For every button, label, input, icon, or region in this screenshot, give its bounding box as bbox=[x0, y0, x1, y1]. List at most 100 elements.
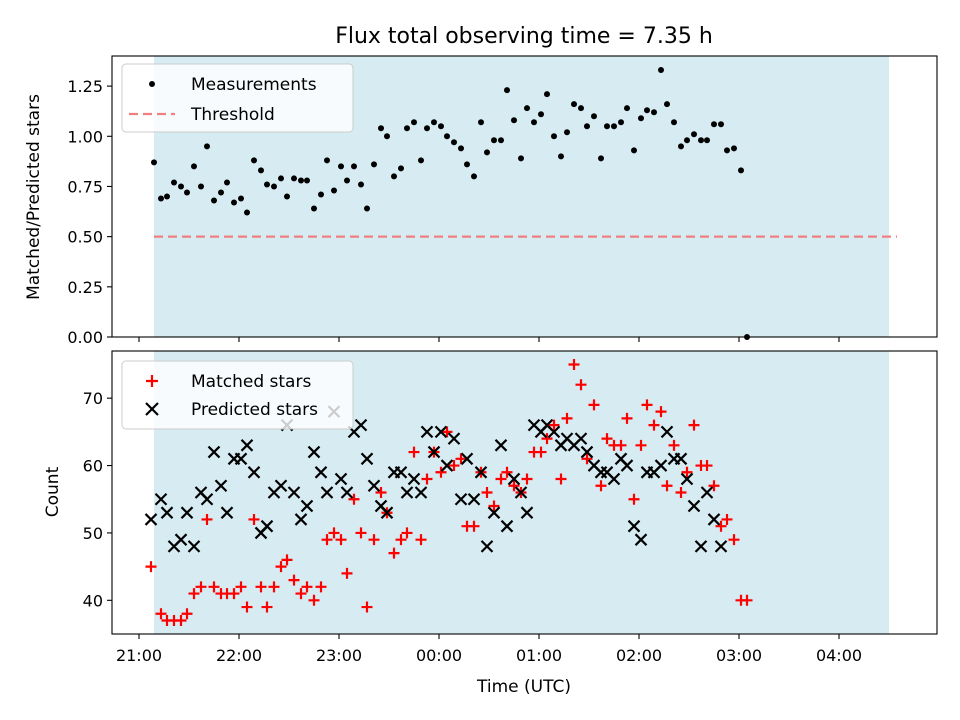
measurement-point bbox=[184, 189, 190, 196]
bottom-y-tick-label: 40 bbox=[83, 591, 103, 610]
predicted-star-point bbox=[674, 452, 688, 466]
measurement-point bbox=[244, 209, 250, 216]
matched-star-point bbox=[288, 574, 300, 586]
measurement-point bbox=[664, 101, 670, 108]
predicted-star-point bbox=[467, 492, 481, 506]
matched-star-point bbox=[448, 460, 460, 472]
bottom-y-axis: 40 50 60 70 bbox=[83, 389, 112, 610]
measurement-point bbox=[738, 167, 744, 174]
predicted-star-point bbox=[547, 425, 561, 439]
matched-star-point bbox=[548, 419, 560, 431]
predicted-star-point bbox=[574, 432, 588, 445]
measurement-point bbox=[571, 101, 577, 108]
top-panel: 0.00 0.25 0.50 0.75 1.00 1.25 Matched/Predict… bbox=[24, 55, 938, 347]
predicted-star-point bbox=[420, 425, 434, 439]
matched-star-point bbox=[261, 601, 273, 613]
measurement-point bbox=[324, 157, 330, 164]
x-axis-label: Time (UTC) bbox=[476, 677, 571, 697]
matched-star-point bbox=[615, 439, 627, 451]
legend-measurements-label: Measurements bbox=[191, 75, 317, 95]
measurement-point bbox=[291, 175, 297, 182]
measurement-point bbox=[411, 119, 417, 126]
predicted-star-point bbox=[714, 540, 728, 553]
bottom-legend-box bbox=[121, 360, 354, 430]
predicted-star-point bbox=[407, 472, 421, 486]
predicted-star-point bbox=[180, 506, 194, 519]
matched-star-point bbox=[235, 581, 247, 593]
x-tick-label: 03:00 bbox=[716, 646, 762, 665]
matched-star-point bbox=[715, 520, 727, 532]
matched-star-point bbox=[361, 601, 373, 613]
predicted-star-point bbox=[660, 425, 674, 439]
measurement-point bbox=[491, 137, 497, 144]
matched-star-point bbox=[248, 513, 260, 525]
measurement-point bbox=[511, 117, 517, 124]
measurement-point bbox=[678, 143, 684, 150]
matched-star-point bbox=[701, 460, 713, 472]
predicted-star-point bbox=[307, 445, 321, 459]
bottom-y-tick-label: 70 bbox=[83, 389, 103, 408]
predicted-star-point bbox=[427, 445, 441, 459]
matched-star-point bbox=[681, 466, 693, 478]
measurement-point bbox=[644, 107, 650, 114]
measurement-point bbox=[704, 137, 710, 144]
measurement-point bbox=[398, 165, 404, 172]
measurement-point bbox=[271, 183, 277, 190]
top-y-axis-label: Matched/Predicted stars bbox=[24, 94, 44, 300]
predicted-star-point bbox=[500, 519, 514, 533]
measurement-point bbox=[458, 145, 464, 152]
predicted-star-point bbox=[454, 492, 468, 506]
measurement-point bbox=[518, 155, 524, 162]
matched-star-point bbox=[195, 581, 207, 593]
top-y-tick-label: 1.00 bbox=[67, 127, 103, 146]
predicted-star-point bbox=[447, 432, 461, 445]
measurement-point bbox=[231, 199, 237, 206]
matched-star-point bbox=[375, 487, 387, 498]
measurement-point bbox=[558, 153, 564, 160]
top-y-tick-label: 0.50 bbox=[67, 228, 103, 247]
measurement-point bbox=[624, 105, 630, 112]
measurement-point bbox=[178, 183, 184, 190]
measurement-point bbox=[438, 123, 444, 130]
measurement-point bbox=[551, 133, 557, 140]
predicted-star-point bbox=[160, 506, 174, 519]
measurement-point bbox=[444, 133, 450, 140]
measurement-point bbox=[431, 119, 437, 126]
predicted-star-point bbox=[367, 479, 381, 493]
predicted-star-point bbox=[274, 479, 288, 493]
matched-star-point bbox=[175, 615, 187, 627]
legend-threshold-label: Threshold bbox=[190, 105, 275, 125]
measurement-point bbox=[564, 129, 570, 136]
measurement-point bbox=[238, 195, 244, 202]
predicted-star-point bbox=[360, 452, 374, 466]
predicted-star-point bbox=[294, 513, 308, 526]
measurement-point bbox=[364, 205, 370, 212]
matched-star-point bbox=[435, 466, 447, 478]
matched-star-point bbox=[308, 594, 320, 606]
measurement-point bbox=[544, 91, 550, 98]
bottom-plot-frame bbox=[111, 350, 938, 635]
matched-star-point bbox=[408, 446, 420, 458]
top-y-tick-label: 0.75 bbox=[67, 177, 103, 196]
matched-star-point bbox=[368, 534, 380, 546]
matched-star-point bbox=[595, 480, 607, 492]
measurement-point bbox=[338, 163, 344, 170]
bottom-y-tick-label: 50 bbox=[83, 524, 103, 543]
legend-matched-marker bbox=[146, 375, 158, 387]
predicted-star-point bbox=[174, 533, 188, 546]
matched-star-point bbox=[568, 358, 580, 370]
matched-star-point bbox=[501, 466, 513, 478]
measurement-point bbox=[531, 119, 537, 126]
matched-star-point bbox=[481, 487, 493, 498]
matched-star-point bbox=[228, 588, 240, 600]
measurement-point bbox=[191, 163, 197, 170]
predicted-star-point bbox=[287, 486, 301, 499]
measurement-point bbox=[611, 123, 617, 130]
predicted-star-point bbox=[187, 540, 201, 553]
matched-star-point bbox=[655, 406, 667, 418]
predicted-star-point bbox=[580, 445, 594, 459]
matched-star-point bbox=[348, 493, 360, 505]
matched-star-point bbox=[441, 426, 453, 438]
predicted-stars-points bbox=[144, 405, 728, 553]
measurement-point bbox=[604, 123, 610, 130]
